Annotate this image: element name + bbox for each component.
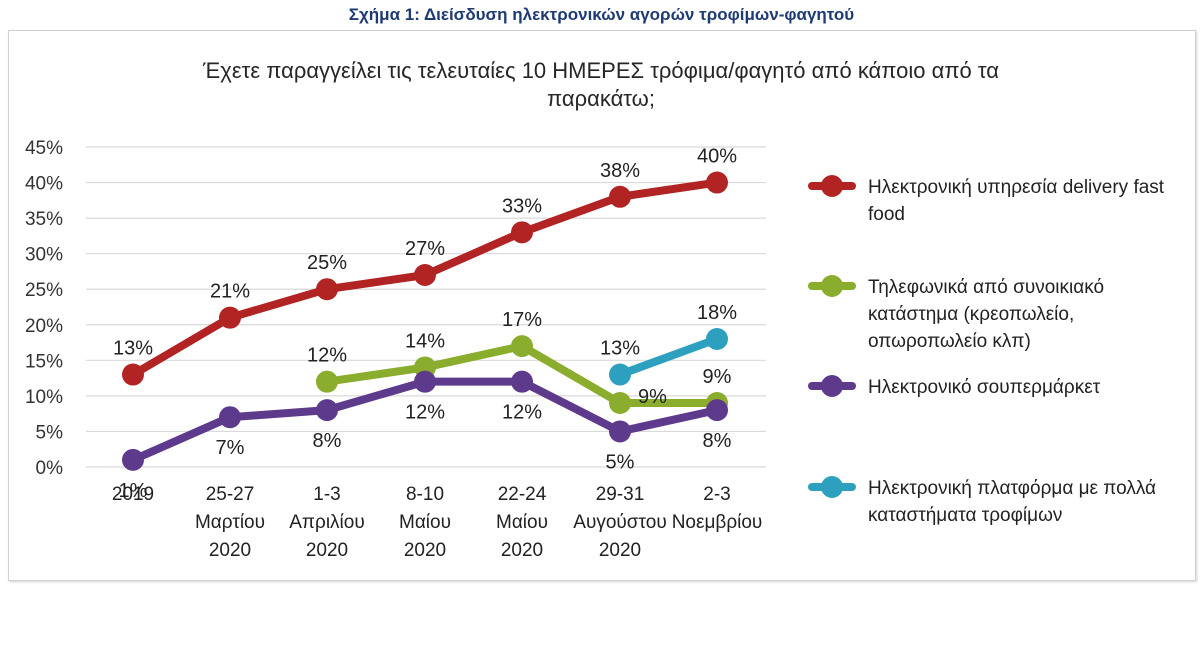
data-point (706, 328, 728, 350)
y-tick-label: 25% (25, 280, 63, 301)
data-label: 7% (216, 437, 245, 459)
data-label: 9% (638, 386, 667, 408)
data-point (511, 370, 533, 393)
x-axis-ticks: 2019 25-27 Μαρτίου 2020 1-3 Απριλίου 2020 8-10 Μ… (112, 484, 762, 561)
data-labels: 13% 21% 25% 27% 33% 38% 40% 12% 14% 17% 9% 9% 1% 7% 8%… (113, 146, 737, 502)
x-tick-label: Αυγούστου (573, 512, 666, 533)
x-tick-label: Απριλίου (289, 512, 365, 533)
data-label: 38% (600, 160, 640, 182)
data-point (316, 399, 338, 422)
y-tick-label: 15% (25, 351, 63, 372)
data-label: 25% (307, 252, 347, 274)
legend-marker (821, 275, 843, 297)
legend-label: food (868, 204, 905, 225)
data-label: 12% (502, 402, 542, 424)
legend-marker (821, 476, 843, 498)
legend-label: Ηλεκτρονική υπηρεσία delivery fast (868, 177, 1165, 198)
y-tick-label: 40% (25, 174, 63, 195)
data-label: 13% (600, 338, 640, 360)
legend-label: Τηλεφωνικά από συνοικιακό (868, 277, 1104, 298)
y-tick-label: 0% (36, 458, 64, 479)
legend-label: οπωροπωλείο κλπ) (868, 331, 1031, 352)
chart-frame (8, 30, 1196, 581)
figure-caption: Σχήμα 1: Διείσδυση ηλεκτρονικών αγορών τ… (348, 5, 855, 24)
data-point (122, 363, 144, 386)
legend-label: Ηλεκτρονικό σουπερμάρκετ (868, 377, 1101, 398)
x-tick-label: Μαρτίου (195, 512, 265, 533)
data-point (219, 406, 241, 429)
data-label: 17% (502, 309, 542, 331)
x-tick-label: 2020 (404, 540, 446, 561)
y-tick-label: 20% (25, 316, 63, 337)
data-label: 9% (703, 366, 732, 388)
data-label: 33% (502, 195, 542, 217)
data-label: 40% (697, 146, 737, 168)
legend-marker (821, 375, 843, 397)
data-point (609, 392, 631, 414)
chart-title-line: παρακάτω; (547, 86, 655, 111)
x-tick-label: Μαίου (496, 512, 548, 533)
chart-title-line: Έχετε παραγγείλει τις τελευταίες 10 ΗΜΕΡ… (202, 58, 999, 83)
data-label: 14% (405, 330, 445, 352)
legend-label: καταστήματα τροφίμων (868, 505, 1062, 526)
y-tick-label: 10% (25, 387, 63, 408)
x-tick-label: 1-3 (313, 484, 340, 505)
chart-title: Έχετε παραγγείλει τις τελευταίες 10 ΗΜΕΡ… (202, 58, 999, 111)
y-tick-label: 35% (25, 209, 63, 230)
y-axis-ticks: 0% 5% 10% 15% 20% 25% 30% 35% 40% 45% (25, 138, 63, 479)
data-point (609, 363, 631, 386)
data-point (511, 335, 533, 358)
data-point (706, 399, 728, 422)
data-label: 5% (606, 451, 635, 473)
legend-label: κατάστημα (κρεοπωλείο, (868, 304, 1074, 325)
x-tick-label: 2020 (209, 540, 251, 561)
x-tick-label: 2020 (599, 540, 641, 561)
x-tick-label: 2020 (306, 540, 348, 561)
data-point (219, 306, 241, 329)
legend: Ηλεκτρονική υπηρεσία delivery fast food Τη… (808, 175, 1165, 526)
data-point (122, 448, 144, 471)
data-point (609, 420, 631, 443)
data-point (706, 171, 728, 194)
data-label: 13% (113, 338, 153, 360)
x-tick-label: 2-3 (703, 484, 730, 505)
x-tick-label: 8-10 (406, 484, 444, 505)
data-label: 21% (210, 281, 250, 303)
x-tick-label: 2020 (501, 540, 543, 561)
data-point (316, 370, 338, 393)
data-point (414, 264, 436, 286)
data-point (316, 278, 338, 301)
y-tick-label: 45% (25, 138, 63, 159)
data-label: 8% (313, 430, 342, 452)
legend-marker (821, 175, 843, 197)
x-tick-label: Μαίου (399, 512, 451, 533)
data-label: 1% (119, 480, 148, 502)
data-point (609, 185, 631, 208)
data-point (414, 370, 436, 393)
x-tick-label: 29-31 (596, 484, 645, 505)
x-tick-label: 22-24 (498, 484, 547, 505)
data-label: 12% (405, 402, 445, 424)
x-tick-label: Νοεμβρίου (672, 512, 763, 533)
legend-label: Ηλεκτρονική πλατφόρμα με πολλά (868, 478, 1156, 499)
series-group (122, 171, 728, 471)
series-line (616, 335, 721, 379)
x-tick-label: 25-27 (206, 484, 255, 505)
data-point (511, 221, 533, 244)
data-label: 18% (697, 302, 737, 324)
x-tick-label: 2019 (112, 484, 154, 505)
y-tick-label: 30% (25, 245, 63, 266)
data-label: 27% (405, 238, 445, 260)
data-label: 12% (307, 345, 347, 367)
data-label: 8% (703, 430, 732, 452)
y-tick-label: 5% (36, 422, 64, 443)
